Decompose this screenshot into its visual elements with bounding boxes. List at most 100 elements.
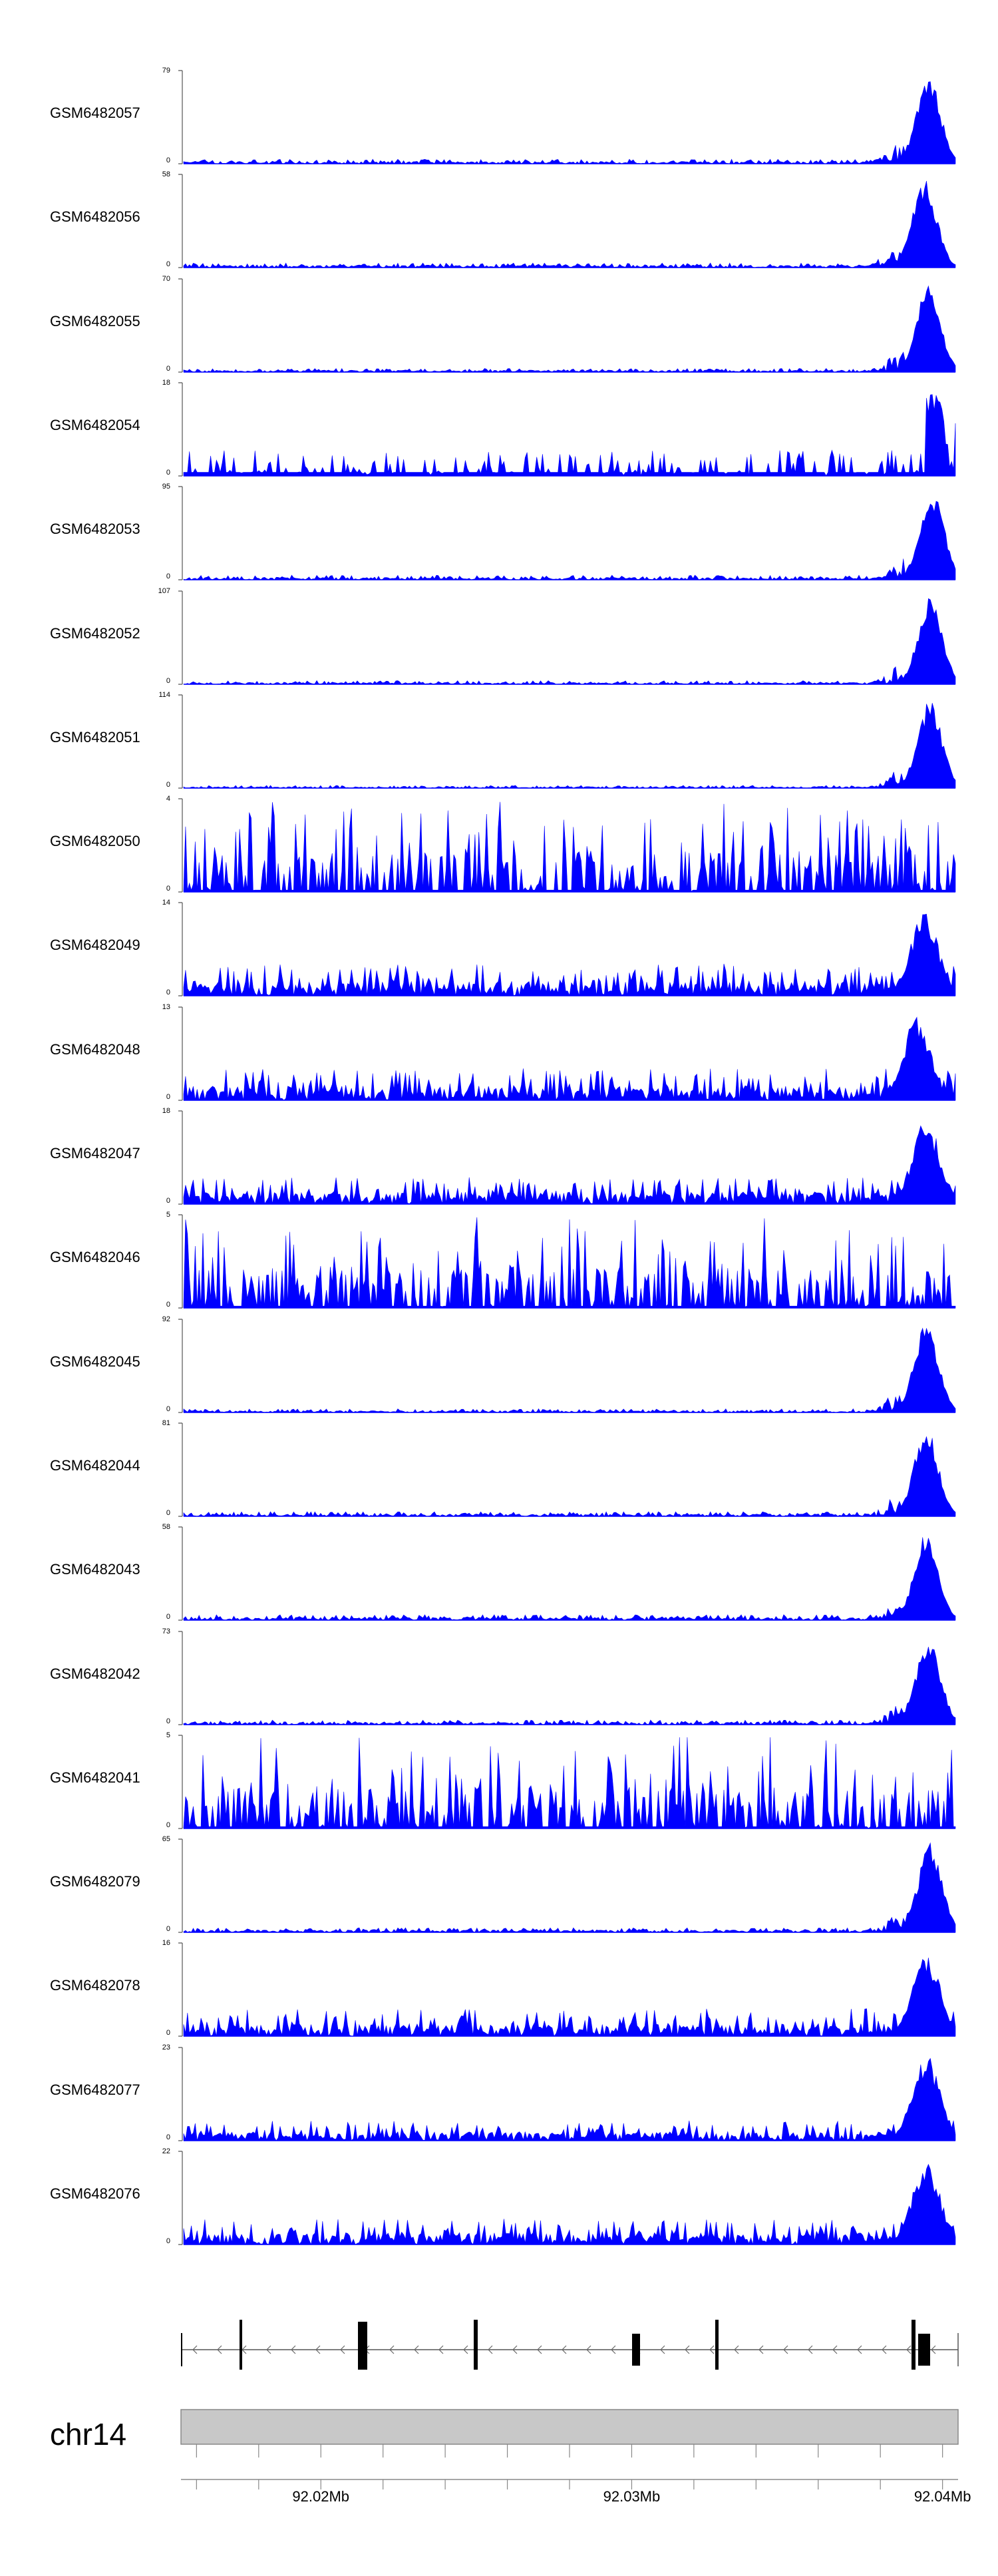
strand-chevron [906,2345,912,2354]
coverage-plot [178,1526,956,1621]
y-max-label: 18 [162,378,170,387]
exon [632,2334,640,2366]
y-min-label: 0 [166,156,170,164]
coverage-plot [178,1006,956,1101]
coverage-plot [178,1422,956,1517]
y-min-label: 0 [166,572,170,581]
strand-chevron [783,2345,788,2354]
y-max-label: 79 [162,67,170,75]
track-GSM6482041: GSM6482041 5 0 [0,1731,998,1835]
strand-chevron [562,2345,567,2354]
track-GSM6482055: GSM6482055 70 0 [0,275,998,379]
y-max-label: 5 [166,1211,170,1219]
coverage-area [183,1436,956,1517]
chromosome-axis: chr14 92.02Mb 92.03Mb 92.04Mb [0,2396,998,2576]
y-max-label: 107 [158,586,170,595]
y-max-label: 22 [162,2147,170,2155]
strand-chevron [217,2345,222,2354]
y-max-label: 81 [162,1418,170,1427]
track-GSM6482044: GSM6482044 81 0 [0,1419,998,1523]
track-name: GSM6482056 [50,208,140,226]
track-GSM6482050: GSM6482050 4 0 [0,795,998,899]
coverage-area [183,914,956,996]
strand-chevron [192,2345,198,2354]
chromosome-band [180,2409,959,2445]
strand-chevron [340,2345,345,2354]
y-min-label: 0 [166,780,170,789]
y-min-label: 0 [166,676,170,685]
coverage-plot [178,1318,956,1413]
strand-chevron [931,2345,936,2354]
x-tick-label: 92.03Mb [603,2488,661,2505]
coverage-area [183,1737,956,1829]
coverage-plot [178,1630,956,1725]
y-min-label: 0 [166,1821,170,1829]
coverage-area [183,81,956,164]
coverage-area [183,285,956,372]
coverage-area [183,1125,956,1205]
coverage-plot [178,382,956,477]
strand-chevron [734,2345,739,2354]
y-min-label: 0 [166,2133,170,2141]
strand-chevron [291,2345,296,2354]
track-name: GSM6482079 [50,1873,140,1890]
coverage-plot [178,2047,956,2141]
coverage-plot [178,2151,956,2245]
coverage-area [183,1958,956,2037]
strand-chevron [488,2345,493,2354]
coverage-plot [178,278,956,373]
y-axis [178,1214,183,1309]
track-GSM6482057: GSM6482057 79 0 [0,67,998,170]
coverage-area [183,1217,956,1309]
y-axis [178,1838,183,1933]
track-GSM6482078: GSM6482078 16 0 [0,1939,998,2043]
strand-chevron [709,2345,715,2354]
coverage-area [183,702,956,789]
chromosome-axis-svg [180,2409,959,2489]
coverage-plot [178,1838,956,1933]
coverage-plot [178,174,956,269]
track-name: GSM6482042 [50,1665,140,1682]
track-name: GSM6482051 [50,728,140,746]
track-GSM6482054: GSM6482054 18 0 [0,379,998,483]
y-min-label: 0 [166,1197,170,1205]
y-max-label: 95 [162,483,170,491]
track-name: GSM6482041 [50,1769,140,1786]
y-max-label: 4 [166,795,170,803]
strand-chevron [586,2345,591,2354]
track-name: GSM6482053 [50,521,140,538]
gene-model-svg [181,2320,959,2380]
coverage-area [183,181,956,268]
track-GSM6482049: GSM6482049 14 0 [0,899,998,1002]
y-max-label: 92 [162,1315,170,1323]
coverage-plot [178,902,956,997]
y-min-label: 0 [166,1508,170,1517]
y-min-label: 0 [166,1301,170,1309]
exon [918,2334,930,2366]
y-max-label: 13 [162,1002,170,1011]
coverage-plot [178,590,956,685]
exon [912,2320,915,2380]
track-name: GSM6482052 [50,624,140,642]
track-name: GSM6482078 [50,1977,140,1994]
exon [358,2322,367,2378]
y-max-label: 70 [162,274,170,283]
strand-chevron [808,2345,813,2354]
y-axis [178,278,183,373]
y-min-label: 0 [166,988,170,997]
track-name: GSM6482055 [50,312,140,329]
y-min-label: 0 [166,1717,170,1725]
y-axis [178,1110,183,1205]
y-axis [178,70,183,164]
strand-chevron [660,2345,665,2354]
track-GSM6482045: GSM6482045 92 0 [0,1315,998,1419]
y-axis [178,1318,183,1413]
y-min-label: 0 [166,2237,170,2245]
y-min-label: 0 [166,364,170,373]
track-GSM6482048: GSM6482048 13 0 [0,1003,998,1107]
y-axis [178,590,183,685]
coverage-area [183,2163,956,2245]
coverage-plot [178,1735,956,1829]
y-axis [178,694,183,789]
strand-chevron [463,2345,468,2354]
